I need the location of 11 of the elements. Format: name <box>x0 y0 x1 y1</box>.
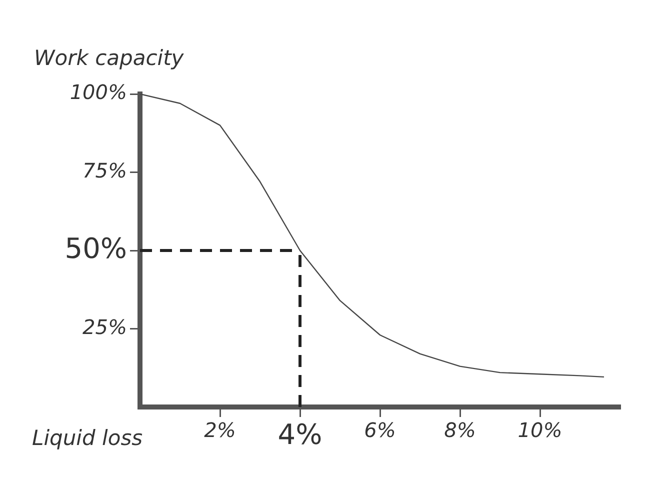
x-tick-label: 6% <box>364 418 396 442</box>
y-tick-label: 75% <box>82 158 127 182</box>
x-tick-label: 8% <box>444 418 476 442</box>
x-tick-label: 10% <box>518 418 562 442</box>
y-tick-label: 100% <box>70 80 127 104</box>
x-tick-label: 2% <box>204 418 236 442</box>
y-axis-title: Work capacity <box>34 46 184 70</box>
y-tick-label: 50% <box>64 232 127 265</box>
y-tick-label: 25% <box>82 314 127 339</box>
x-tick-label: 4% <box>278 418 322 452</box>
x-axis-title: Liquid loss <box>32 426 143 450</box>
